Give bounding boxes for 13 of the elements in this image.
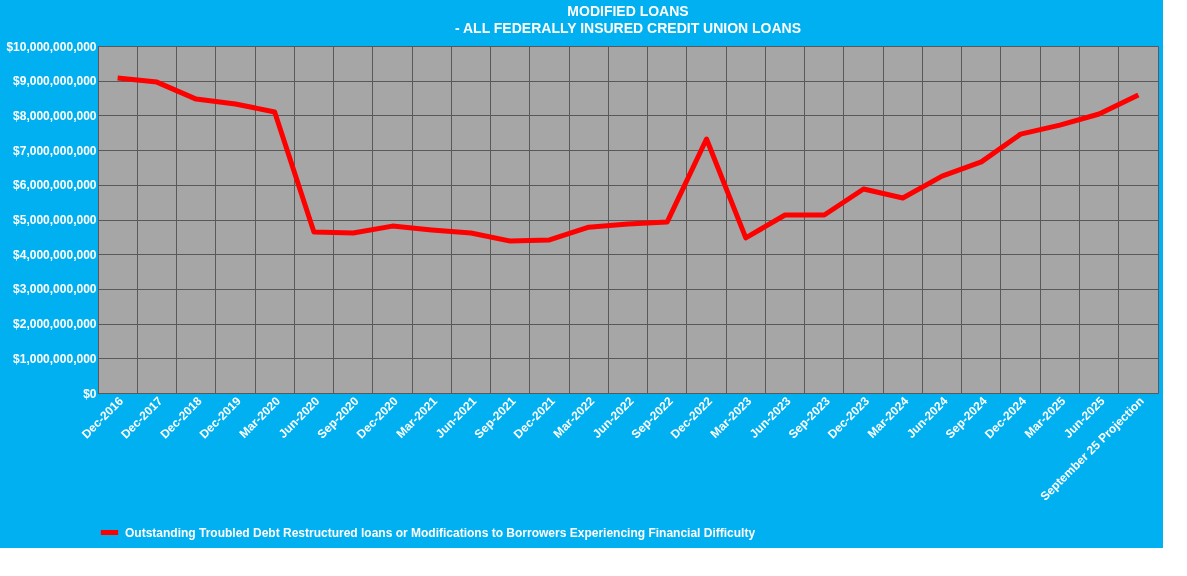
y-tick-label: $6,000,000,000: [13, 178, 97, 193]
y-tick-label: $10,000,000,000: [6, 39, 97, 54]
chart-subtitle: - ALL FEDERALLY INSURED CREDIT UNION LOANS: [454, 20, 802, 36]
y-tick-label: $8,000,000,000: [13, 108, 97, 123]
y-tick-label: $4,000,000,000: [13, 247, 97, 262]
y-tick-label: $2,000,000,000: [13, 317, 97, 332]
chart-title: MODIFIED LOANS: [567, 3, 689, 19]
y-tick-label: $9,000,000,000: [13, 74, 97, 89]
y-tick-label: $1,000,000,000: [13, 351, 97, 366]
y-tick-label: $3,000,000,000: [13, 282, 97, 297]
y-tick-label: $5,000,000,000: [13, 213, 97, 227]
legend-label: Outstanding Troubled Debt Restructured loans or Modifications to Borrowers Experiencing Financial Difficulty: [125, 525, 756, 540]
y-tick-label: $7,000,000,000: [13, 143, 97, 158]
